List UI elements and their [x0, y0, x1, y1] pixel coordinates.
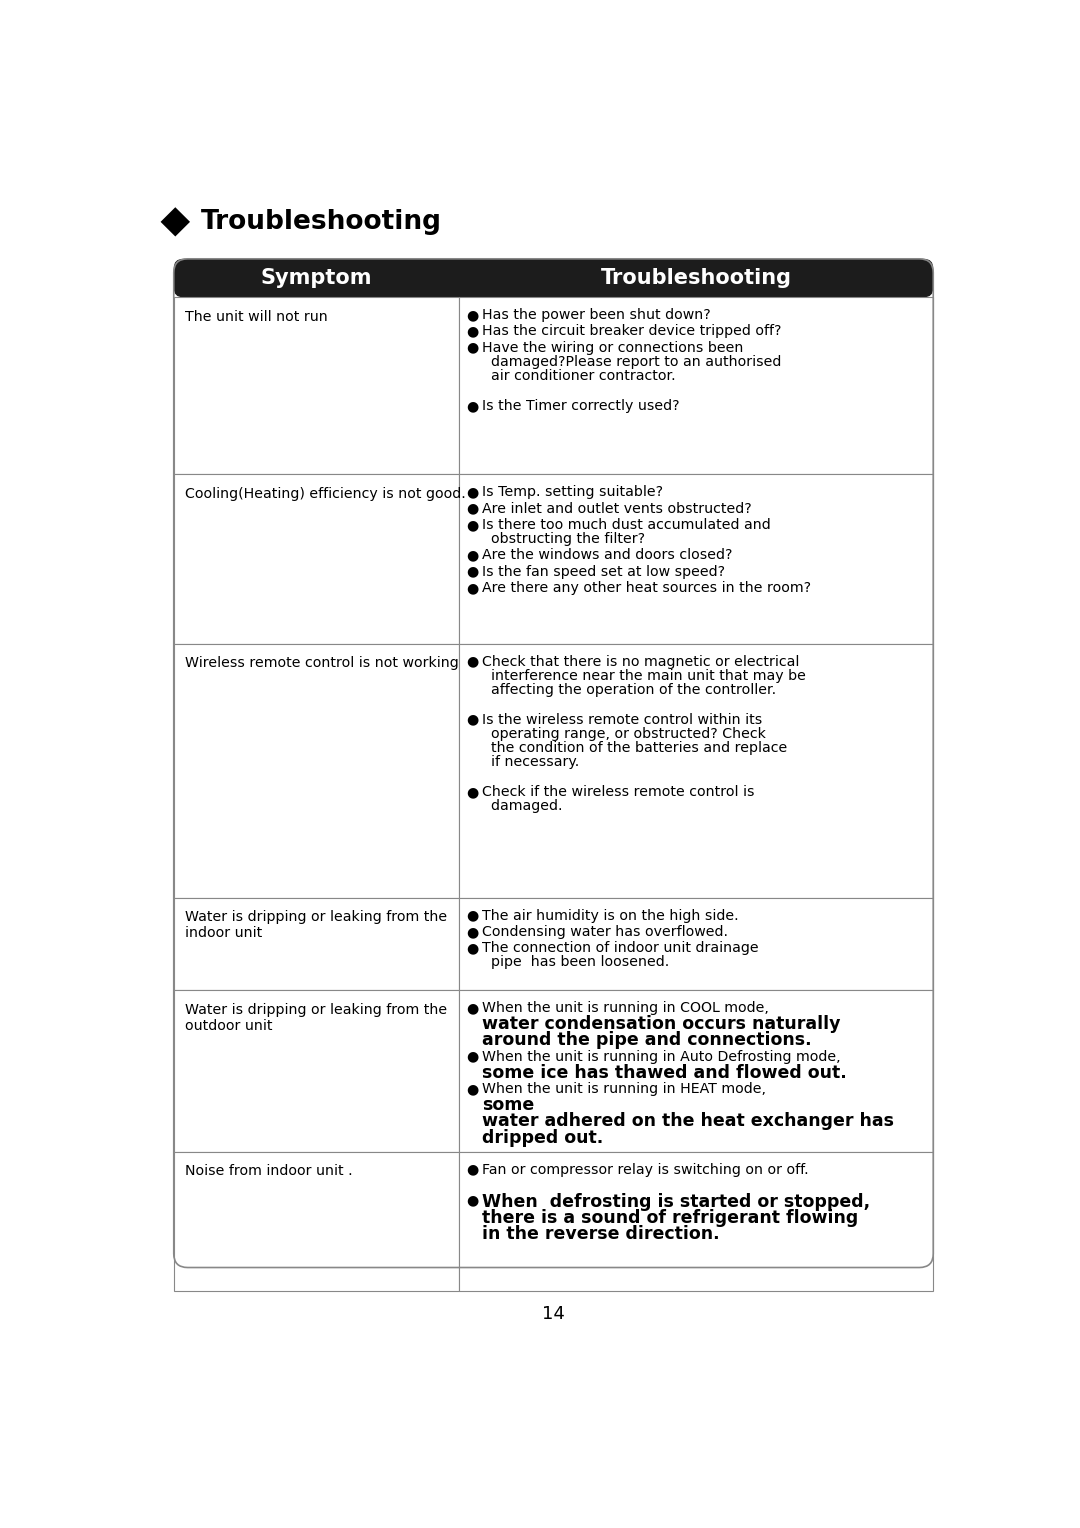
Bar [174, 474, 459, 643]
Text: Are the windows and doors closed?: Are the windows and doors closed? [482, 549, 732, 562]
Text: Check if the wireless remote control is: Check if the wireless remote control is [482, 785, 754, 799]
Text: ●: ● [467, 1163, 478, 1177]
Text: The connection of indoor unit drainage: The connection of indoor unit drainage [482, 941, 758, 955]
Text: water condensation occurs naturally: water condensation occurs naturally [482, 1015, 840, 1033]
Bar [459, 298, 933, 474]
Text: ●: ● [467, 941, 478, 955]
Text: ●: ● [467, 549, 478, 562]
Text: some: some [482, 1096, 535, 1114]
Text: Have the wiring or connections been: Have the wiring or connections been [482, 341, 743, 354]
Text: When the unit is running in HEAT mode,: When the unit is running in HEAT mode, [482, 1082, 766, 1096]
Text: damaged.: damaged. [482, 799, 563, 813]
Text: ●: ● [467, 712, 478, 727]
Text: Water is dripping or leaking from the
indoor unit: Water is dripping or leaking from the in… [185, 911, 447, 940]
Text: Are inlet and outlet vents obstructed?: Are inlet and outlet vents obstructed? [482, 501, 752, 515]
Text: pipe  has been loosened.: pipe has been loosened. [482, 955, 670, 969]
Text: ●: ● [467, 486, 478, 500]
Text: ●: ● [467, 1082, 478, 1096]
Text: ●: ● [467, 324, 478, 338]
Text: ●: ● [467, 1050, 478, 1063]
Text: water adhered on the heat exchanger has: water adhered on the heat exchanger has [482, 1112, 894, 1131]
Text: Symptom: Symptom [260, 267, 372, 289]
Bar [459, 643, 933, 898]
Text: Is the Timer correctly used?: Is the Timer correctly used? [482, 399, 679, 413]
FancyBboxPatch shape [174, 258, 933, 298]
Text: ●: ● [467, 399, 478, 413]
Text: When the unit is running in Auto Defrosting mode,: When the unit is running in Auto Defrost… [482, 1050, 840, 1063]
Text: Noise from indoor unit .: Noise from indoor unit . [185, 1164, 352, 1178]
Text: Is there too much dust accumulated and: Is there too much dust accumulated and [482, 518, 770, 532]
Text: Wireless remote control is not working: Wireless remote control is not working [185, 656, 458, 671]
Text: ●: ● [467, 924, 478, 940]
Text: around the pipe and connections.: around the pipe and connections. [482, 1031, 811, 1050]
Bar [459, 898, 933, 990]
Text: if necessary.: if necessary. [482, 755, 579, 769]
Text: Troubleshooting: Troubleshooting [600, 267, 792, 289]
Bar [174, 1152, 459, 1291]
Text: Water is dripping or leaking from the
outdoor unit: Water is dripping or leaking from the ou… [185, 1002, 447, 1033]
Bar [174, 643, 459, 898]
Text: ●: ● [467, 309, 478, 322]
Text: ●: ● [467, 501, 478, 515]
Text: damaged?Please report to an authorised: damaged?Please report to an authorised [482, 354, 781, 368]
Text: obstructing the filter?: obstructing the filter? [482, 532, 645, 545]
Text: ●: ● [467, 1001, 478, 1015]
Text: Check that there is no magnetic or electrical: Check that there is no magnetic or elect… [482, 654, 799, 669]
Text: Has the circuit breaker device tripped off?: Has the circuit breaker device tripped o… [482, 324, 781, 338]
Bar [174, 990, 459, 1152]
Text: Is the wireless remote control within its: Is the wireless remote control within it… [482, 712, 762, 727]
Text: operating range, or obstructed? Check: operating range, or obstructed? Check [482, 727, 766, 741]
Text: ●: ● [467, 518, 478, 532]
Text: The air humidity is on the high side.: The air humidity is on the high side. [482, 909, 739, 923]
Text: Fan or compressor relay is switching on or off.: Fan or compressor relay is switching on … [482, 1163, 809, 1177]
Text: The unit will not run: The unit will not run [185, 310, 327, 324]
Text: ●: ● [467, 581, 478, 594]
Text: ●: ● [467, 785, 478, 799]
Text: air conditioner contractor.: air conditioner contractor. [482, 368, 675, 384]
Text: Is the fan speed set at low speed?: Is the fan speed set at low speed? [482, 564, 725, 579]
Text: affecting the operation of the controller.: affecting the operation of the controlle… [482, 683, 775, 697]
Text: there is a sound of refrigerant flowing: there is a sound of refrigerant flowing [482, 1209, 859, 1227]
Text: 14: 14 [542, 1305, 565, 1323]
Text: dripped out.: dripped out. [482, 1129, 603, 1146]
Text: the condition of the batteries and replace: the condition of the batteries and repla… [482, 741, 787, 755]
Text: ●: ● [467, 341, 478, 354]
Bar [459, 474, 933, 643]
Text: interference near the main unit that may be: interference near the main unit that may… [482, 669, 806, 683]
Text: ●: ● [467, 909, 478, 923]
Text: When the unit is running in COOL mode,: When the unit is running in COOL mode, [482, 1001, 769, 1015]
Text: ●: ● [467, 1193, 478, 1207]
Text: Has the power been shut down?: Has the power been shut down? [482, 309, 711, 322]
Bar [459, 990, 933, 1152]
Bar [459, 1152, 933, 1291]
Text: Troubleshooting: Troubleshooting [201, 209, 442, 235]
Text: ●: ● [467, 654, 478, 669]
Bar [174, 898, 459, 990]
Polygon shape [161, 208, 190, 237]
Text: Are there any other heat sources in the room?: Are there any other heat sources in the … [482, 581, 811, 594]
Text: in the reverse direction.: in the reverse direction. [482, 1225, 719, 1244]
Bar [174, 298, 459, 474]
Text: some ice has thawed and flowed out.: some ice has thawed and flowed out. [482, 1063, 847, 1082]
Text: ●: ● [467, 564, 478, 579]
Text: When  defrosting is started or stopped,: When defrosting is started or stopped, [482, 1193, 869, 1212]
Text: Condensing water has overflowed.: Condensing water has overflowed. [482, 924, 728, 940]
Text: Is Temp. setting suitable?: Is Temp. setting suitable? [482, 486, 663, 500]
Text: Cooling(Heating) efficiency is not good.: Cooling(Heating) efficiency is not good. [185, 487, 465, 501]
